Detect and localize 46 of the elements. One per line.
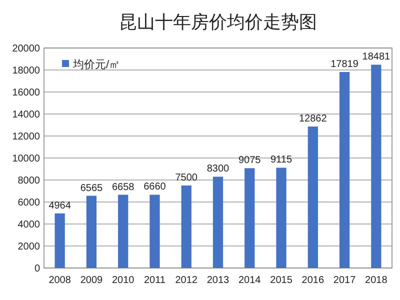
y-tick-label: 12000 [12, 132, 40, 142]
bar [54, 213, 65, 268]
bar [244, 168, 255, 268]
x-tick-label: 2018 [365, 275, 388, 286]
legend-label: 均价元/㎡ [72, 59, 120, 71]
y-tick-label: 4000 [18, 220, 40, 230]
y-tick-label: 16000 [12, 88, 40, 98]
bar [371, 64, 382, 268]
chart-title: 昆山十年房价均价走势图 [119, 12, 317, 32]
x-tick-label: 2013 [206, 275, 230, 286]
x-tick-label: 2015 [270, 275, 293, 286]
bar [308, 126, 318, 268]
y-tick-label: 0 [34, 264, 40, 274]
x-tick-label: 2016 [302, 275, 324, 286]
y-tick-label: 10000 [12, 154, 40, 164]
x-tick-label: 2010 [112, 275, 135, 286]
data-label: 17819 [330, 58, 359, 70]
data-label: 9075 [238, 155, 262, 166]
bar [181, 186, 192, 268]
data-label: 18481 [362, 52, 391, 63]
x-tick-label: 2017 [333, 275, 356, 286]
y-tick-label: 2000 [18, 242, 40, 252]
data-label: 7500 [175, 172, 198, 184]
y-tick-label: 20000 [12, 44, 40, 54]
y-tick-label: 8000 [18, 176, 40, 186]
x-tick-label: 2008 [48, 275, 72, 286]
y-tick-label: 6000 [18, 198, 40, 208]
data-label: 8300 [206, 164, 230, 175]
x-tick-label: 2011 [144, 275, 166, 286]
x-tick-label: 2009 [80, 275, 104, 286]
y-tick-label: 18000 [12, 66, 40, 76]
data-label: 6660 [144, 182, 166, 193]
data-label: 9115 [270, 154, 292, 166]
data-label: 12862 [299, 114, 328, 125]
y-tick-label: 14000 [12, 110, 40, 120]
bar [339, 72, 350, 268]
x-tick-label: 2014 [238, 275, 262, 286]
bar [212, 176, 224, 268]
data-label: 6565 [80, 182, 104, 194]
bar [276, 168, 286, 268]
bar [118, 194, 128, 268]
bar [150, 194, 160, 268]
x-tick-label: 2012 [175, 275, 198, 286]
bar [86, 196, 97, 268]
data-label: 4964 [48, 200, 72, 212]
data-label: 6658 [112, 182, 135, 193]
